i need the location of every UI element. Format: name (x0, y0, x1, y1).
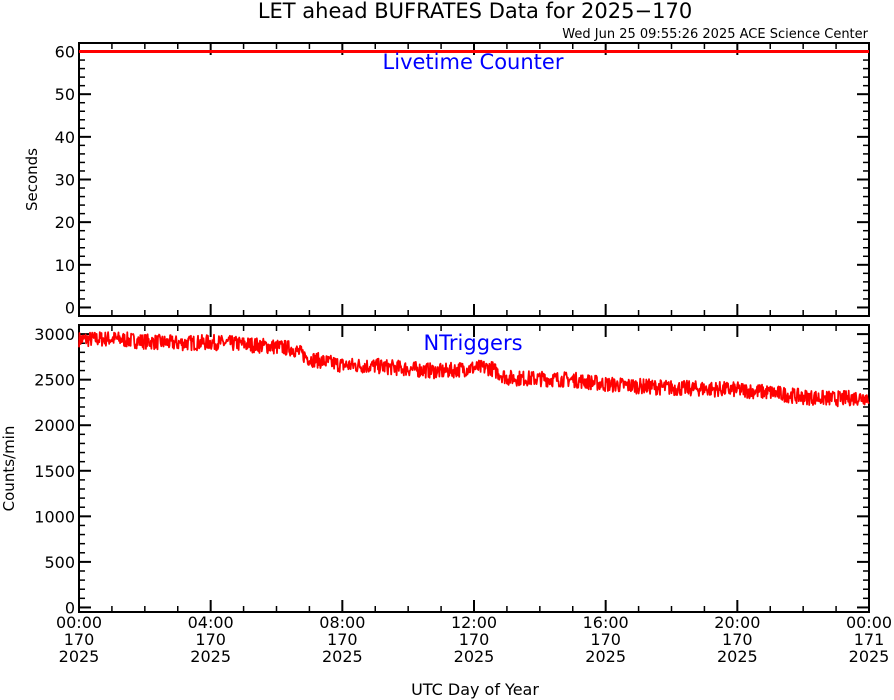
x-tick-doy: 170 (327, 630, 358, 649)
panel-label: Livetime Counter (383, 50, 564, 74)
y-tick-label: 0 (65, 298, 75, 317)
y-axis-label: Counts/min (0, 426, 18, 512)
plot-frame (78, 42, 870, 317)
x-tick-doy: 170 (722, 630, 753, 649)
y-tick-label: 20 (55, 213, 75, 232)
x-tick-time: 00:00 (56, 613, 102, 632)
x-tick-time: 20:00 (714, 613, 760, 632)
x-tick-year: 2025 (322, 647, 363, 666)
x-tick-year: 2025 (190, 647, 231, 666)
x-tick-year: 2025 (717, 647, 758, 666)
y-tick-label: 1500 (34, 462, 75, 481)
x-tick-doy: 170 (64, 630, 95, 649)
chart-title: LET ahead BUFRATES Data for 2025−170 (258, 0, 692, 23)
y-tick-label: 30 (55, 171, 75, 190)
y-tick-label: 1000 (34, 507, 75, 526)
panels: 0 10 20 30 40 50 60 Seconds Livetime Counter 0 500… (0, 42, 870, 617)
panel-1: 0 10 20 30 40 50 60 Seconds Livetime Counter (23, 42, 870, 317)
x-tick-time: 04:00 (188, 613, 234, 632)
x-axis-label: UTC Day of Year (411, 680, 539, 699)
panel-label: NTriggers (423, 331, 522, 355)
x-tick-doy: 170 (459, 630, 490, 649)
x-tick-doy: 171 (854, 630, 885, 649)
x-tick-year: 2025 (59, 647, 100, 666)
x-tick-doy: 170 (195, 630, 226, 649)
y-tick-label: 10 (55, 256, 75, 275)
y-tick-label: 0 (65, 598, 75, 617)
y-tick-label: 500 (44, 553, 75, 572)
x-tick-year: 2025 (849, 647, 890, 666)
y-tick-label: 40 (55, 128, 75, 147)
x-tick-time: 08:00 (319, 613, 365, 632)
y-tick-label: 50 (55, 85, 75, 104)
y-tick-label: 60 (55, 43, 75, 62)
series-line-1 (78, 331, 870, 408)
y-tick-label: 2500 (34, 371, 75, 390)
x-tick-time: 00:00 (846, 613, 892, 632)
x-tick-year: 2025 (585, 647, 626, 666)
y-axis-label: Seconds (23, 148, 41, 211)
timestamp: Wed Jun 25 09:55:26 2025 ACE Science Cen… (562, 27, 868, 42)
x-tick-doy: 170 (590, 630, 621, 649)
x-axis: 00:00170202504:00170202508:00170202512:0… (56, 613, 892, 666)
panel-2: 0 500 1000 1500 2000 2500 3000 Counts/min NTrigg… (0, 324, 870, 617)
x-tick-time: 16:00 (583, 613, 629, 632)
y-tick-label: 2000 (34, 416, 75, 435)
y-tick-label: 3000 (34, 325, 75, 344)
x-tick-time: 12:00 (451, 613, 497, 632)
x-tick-year: 2025 (454, 647, 495, 666)
